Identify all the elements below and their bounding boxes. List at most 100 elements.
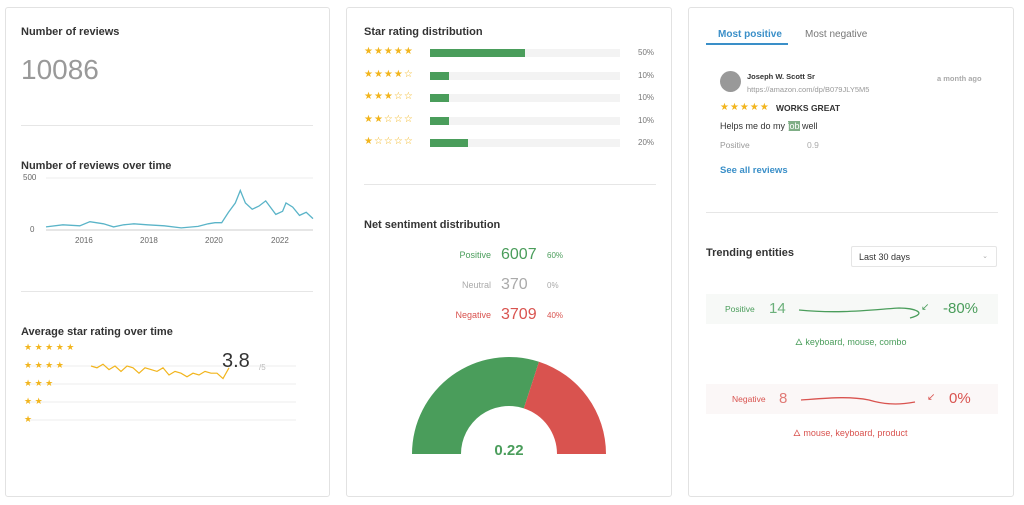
star-row-2: ★ ★ [24, 396, 43, 406]
sentiment-gauge [412, 356, 606, 454]
negative-sparkline [800, 397, 916, 405]
distribution-bar-fill [430, 49, 525, 57]
positive-sparkline [798, 307, 920, 319]
star-distribution-row: ★☆☆☆☆ 20% [364, 136, 664, 150]
sentiment-score: 0.22 [494, 442, 524, 459]
review-text-before: Helps me do my [720, 121, 788, 131]
positive-count: 6007 [501, 246, 537, 263]
x-tick: 2018 [140, 236, 158, 245]
row-stars: ★★★★★ [364, 46, 414, 57]
y-tick-0: 0 [30, 225, 35, 234]
row-stars: ★★☆☆☆ [364, 113, 414, 125]
review-url[interactable]: https://amazon.com/dp/B079JLY5M5 [747, 85, 870, 94]
trending-title: Trending entities [706, 247, 795, 259]
row-pct: 20% [638, 138, 655, 147]
avg-rating-title: Average star rating over time [21, 326, 173, 338]
star-row-4: ★ ★ ★ ★ [24, 360, 64, 370]
distribution-panel: Star rating distribution ★★★★★ 50% ★★★★☆… [346, 7, 672, 497]
reviews-line-chart [26, 177, 314, 421]
star-distribution-row: ★★★★☆ 10% [364, 69, 664, 83]
tab-most-negative[interactable]: Most negative [805, 29, 868, 40]
star-distribution-row: ★★★★★ 50% [364, 46, 664, 60]
trending-negative-label: Negative [732, 394, 766, 404]
trending-negative-count: 8 [779, 390, 788, 407]
reviews-over-time-title: Number of reviews over time [21, 160, 172, 172]
distribution-bar-track [430, 116, 620, 125]
avg-rating-suffix: /5 [259, 363, 266, 372]
positive-label: Positive [459, 250, 491, 260]
x-tick: 2020 [205, 236, 223, 245]
negative-entities-text: mouse, keyboard, product [803, 428, 908, 438]
trending-positive-label: Positive [725, 304, 755, 314]
trending-positive-row [706, 294, 998, 324]
row-pct: 10% [638, 70, 655, 80]
flame-icon: 🜂 [793, 428, 801, 438]
trending-positive-entities: 🜂 keyboard, mouse, combo [795, 333, 906, 351]
x-tick: 2022 [271, 236, 289, 245]
flame-icon: 🜂 [795, 337, 803, 347]
see-all-reviews-link[interactable]: See all reviews [720, 165, 788, 176]
review-sentiment-score: 0.9 [807, 140, 819, 150]
reviews-count-title: Number of reviews [21, 26, 120, 38]
avg-rating-value: 3.8 [222, 350, 250, 372]
period-select[interactable]: Last 30 days ⌄ [851, 246, 997, 267]
review-sentiment-label: Positive [720, 140, 750, 150]
x-tick: 2016 [75, 236, 93, 245]
star-distribution-title: Star rating distribution [364, 26, 483, 38]
neutral-pct: 0% [547, 281, 559, 290]
positive-entities-text: keyboard, mouse, combo [805, 337, 907, 347]
row-pct: 10% [638, 93, 655, 102]
rating-series-line [90, 363, 230, 380]
star-row-5: ★ ★ ★ ★ ★ [24, 342, 75, 352]
neutral-label: Neutral [461, 280, 491, 290]
period-value: Last 30 days [859, 252, 911, 262]
review-text-after: well [799, 121, 818, 131]
trending-negative-row [706, 384, 998, 414]
arrow-down-left-icon: ↙ [921, 302, 930, 313]
star-distribution-row: ★★★☆☆ 10% [364, 91, 664, 105]
review-title: WORKS GREAT [776, 103, 841, 113]
row-pct: 50% [638, 48, 655, 57]
distribution-bar-fill [430, 71, 449, 80]
trending-negative-change: 0% [949, 390, 971, 407]
row-stars: ★★★☆☆ [364, 91, 414, 102]
reviews-detail-panel: Most positive Most negative Joseph W. Sc… [688, 7, 1014, 497]
arrow-down-left-icon: ↙ [927, 392, 936, 403]
avatar [720, 71, 741, 92]
neutral-count: 370 [501, 276, 528, 293]
row-pct: 10% [638, 115, 655, 125]
distribution-bar-track [430, 94, 620, 102]
review-author: Joseph W. Scott Sr [747, 72, 815, 81]
distribution-bar-fill [430, 139, 468, 147]
star-distribution-row: ★★☆☆☆ 10% [364, 114, 664, 128]
row-stars: ★☆☆☆☆ [364, 136, 414, 147]
sentiment-title: Net sentiment distribution [364, 219, 501, 231]
star-row-3: ★ ★ ★ [24, 378, 54, 388]
y-tick-500: 500 [23, 173, 37, 182]
distribution-bar-track [430, 49, 620, 57]
distribution-bar-track [430, 71, 620, 80]
tab-most-positive[interactable]: Most positive [718, 29, 782, 40]
negative-label: Negative [455, 310, 491, 320]
gauge-positive-arc [412, 356, 539, 454]
trending-sparklines [798, 307, 920, 405]
row-stars: ★★★★☆ [364, 68, 414, 80]
trending-positive-count: 14 [769, 300, 786, 317]
positive-pct: 60% [547, 251, 564, 260]
reviews-count: 10086 [21, 54, 99, 85]
review-text: Helps me do my job well [720, 121, 818, 131]
distribution-bar-fill [430, 94, 449, 102]
gauge-negative-arc [523, 361, 606, 454]
distribution-bar-track [430, 139, 620, 147]
chevron-down-icon: ⌄ [982, 253, 988, 260]
trending-negative-entities: 🜂 mouse, keyboard, product [793, 424, 907, 442]
reviews-series-line [45, 188, 314, 229]
distribution-bar-fill [430, 116, 449, 125]
review-stars: ★★★★★ [720, 102, 770, 113]
negative-count: 3709 [501, 306, 537, 323]
negative-pct: 40% [547, 311, 564, 320]
review-time: a month ago [937, 74, 982, 83]
active-tab-indicator [706, 43, 788, 45]
reviews-panel: Number of reviews 10086 Number of review… [5, 7, 330, 497]
highlighted-entity: job [787, 121, 800, 131]
